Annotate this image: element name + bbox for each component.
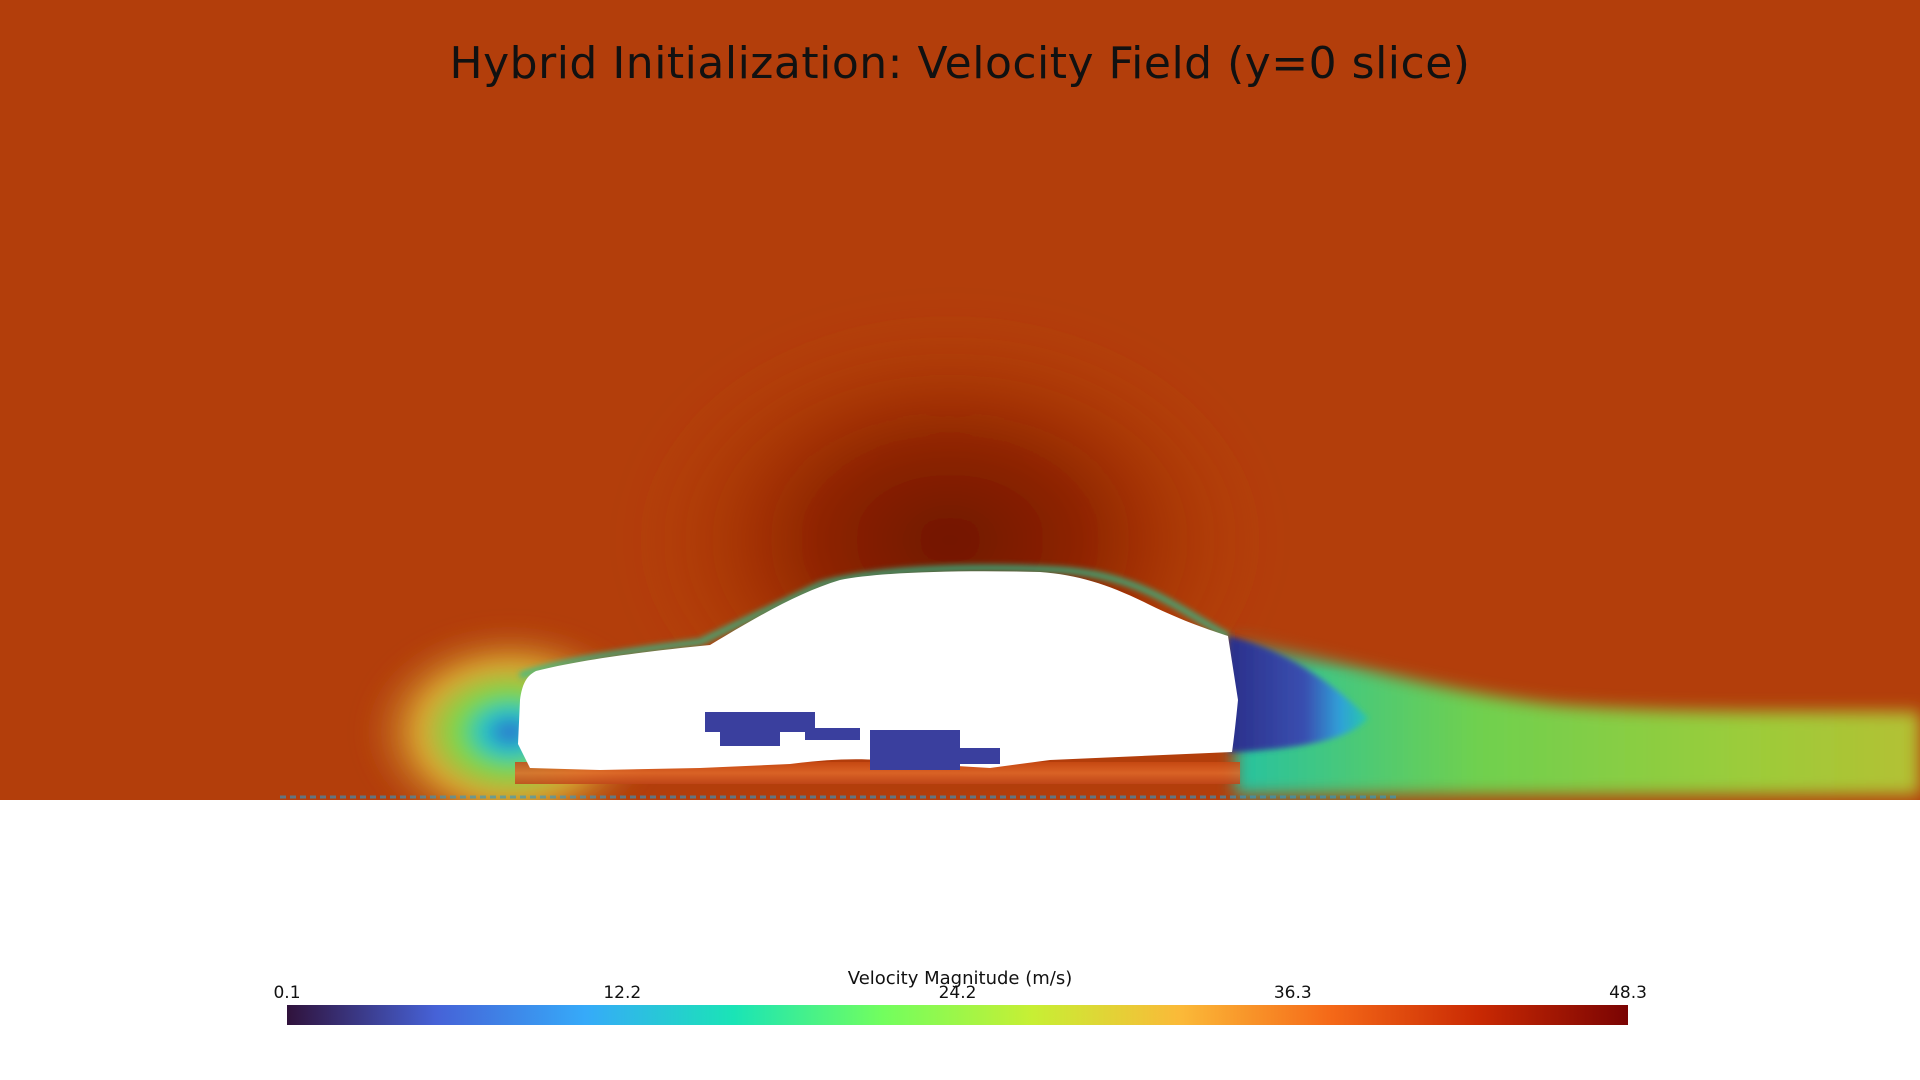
colorbar-title: Velocity Magnitude (m/s) <box>847 968 1073 989</box>
colorbar-tick-label: 48.3 <box>1609 983 1647 1003</box>
velocity-field-slice <box>0 0 1920 800</box>
car-body <box>518 571 1238 770</box>
colorbar-gradient <box>287 1005 1628 1025</box>
colorbar-tick-label: 24.2 <box>938 983 977 1003</box>
rear-recirculation-bubble <box>1228 636 1368 752</box>
colorbar <box>287 1005 1628 1025</box>
colorbar-tick-label: 36.3 <box>1273 983 1312 1003</box>
underbody-cavities <box>705 712 1000 770</box>
colorbar-tick-label: 12.2 <box>603 983 642 1003</box>
colorbar-tick-label: 0.1 <box>273 983 301 1003</box>
boundary-layer <box>518 564 1230 680</box>
plot-title: Hybrid Initialization: Velocity Field (y… <box>449 38 1471 89</box>
